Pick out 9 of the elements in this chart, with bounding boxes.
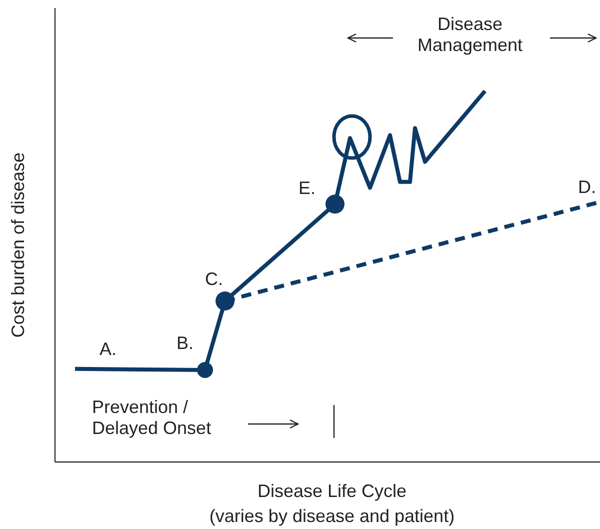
text: Disease Management (417, 14, 523, 55)
annotation: D. (578, 177, 596, 197)
annotation: Prevention / Delayed Onset (92, 397, 212, 438)
annotation: B. (176, 333, 194, 353)
annotation: E. (298, 178, 316, 198)
x-axis-title: Disease Life Cycle (varies by disease and patient) (209, 481, 455, 526)
annotation: A. (99, 339, 117, 359)
y-axis-title: Cost burden of disease (8, 152, 28, 338)
annotation: C. (205, 269, 223, 289)
